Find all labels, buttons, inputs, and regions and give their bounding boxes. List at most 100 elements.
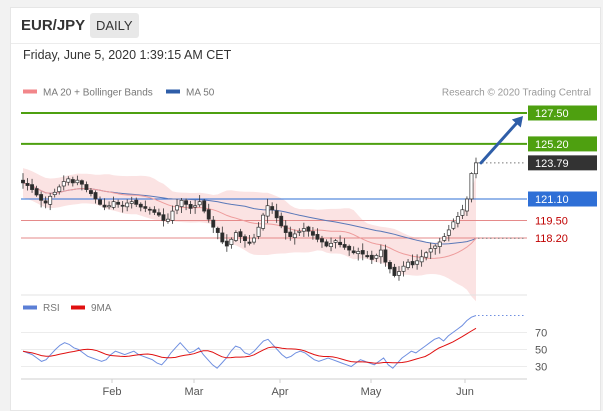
candle [360, 243, 365, 261]
candle [369, 250, 374, 264]
x-tick-label-Apr: Apr [271, 386, 288, 398]
candle [48, 193, 53, 211]
candle [288, 226, 293, 241]
candle [193, 199, 198, 214]
period-badge[interactable]: DAILY [90, 13, 139, 38]
candle [188, 200, 193, 214]
rsi-tick-30: 30 [535, 362, 547, 374]
candle [383, 244, 388, 267]
candle [442, 232, 447, 243]
rsi-9ma-line [22, 327, 477, 364]
level-price-tags: 127.50 125.20 123.79 121.10 119.50 118.20 [528, 105, 597, 245]
candle [292, 229, 297, 245]
ma50-legend-swatch [166, 89, 180, 94]
candle [75, 175, 80, 186]
candle [333, 239, 338, 249]
candle [297, 228, 302, 236]
x-tick-label-Mar: Mar [185, 386, 204, 398]
candle [415, 254, 420, 270]
candle [25, 178, 30, 191]
candle [98, 196, 102, 206]
candle [134, 197, 139, 207]
candle [197, 195, 202, 208]
candle [374, 253, 379, 263]
level-tag-125.20 [528, 136, 597, 152]
candle [324, 239, 329, 248]
ma50-legend-label: MA 50 [186, 88, 215, 99]
candle [233, 230, 238, 243]
candle [247, 235, 252, 246]
ma20-legend-swatch [23, 89, 37, 94]
rsi-9ma-legend-swatch [71, 305, 85, 310]
candle [70, 176, 75, 187]
candle [170, 205, 175, 224]
x-axis: Feb Mar Apr May Jun [21, 378, 527, 398]
candle [238, 228, 243, 243]
candle [279, 212, 284, 229]
candle [342, 238, 347, 250]
candle [138, 202, 143, 212]
ma20-legend-label: MA 20 + Bollinger Bands [43, 88, 153, 99]
level-label-119.50: 119.50 [535, 216, 568, 228]
target-arrow-shaft [479, 121, 518, 165]
candle [451, 218, 456, 231]
candle [215, 226, 220, 240]
candle [401, 261, 406, 277]
rsi-legend-label: RSI [43, 303, 60, 314]
rsi-legend-swatch [23, 305, 37, 310]
candle [474, 157, 478, 179]
candle [406, 259, 411, 270]
candle [410, 254, 415, 269]
currency-pair-title: EUR/JPY [21, 17, 86, 34]
candle [351, 246, 356, 255]
candle [88, 188, 93, 197]
candle [43, 196, 48, 209]
last-price-tag-text: 123.79 [535, 158, 569, 170]
candle [283, 220, 288, 240]
ma20-line [22, 182, 477, 259]
rsi-tick-50: 50 [535, 345, 547, 357]
candlestick-series [21, 157, 478, 281]
candle [161, 208, 166, 227]
candle [446, 224, 451, 242]
candle [315, 228, 320, 243]
candle [206, 203, 211, 223]
candle [61, 175, 66, 191]
level-tag-text-121.10: 121.10 [535, 194, 569, 206]
candle [274, 203, 279, 223]
candle [175, 199, 179, 215]
candle [338, 235, 343, 248]
candle [428, 242, 433, 259]
candle [84, 181, 89, 193]
candle [116, 199, 121, 208]
candle [301, 222, 306, 237]
candle [356, 247, 361, 261]
candle [397, 266, 401, 281]
candle [419, 249, 424, 267]
candle [107, 201, 112, 210]
candle [152, 206, 157, 216]
candle [39, 191, 44, 208]
candle [156, 208, 161, 218]
candle [93, 190, 98, 204]
last-price-tag [528, 155, 597, 171]
rsi-gridlines: 70 50 30 [21, 328, 547, 374]
candle [310, 226, 315, 240]
level-tag-text-127.50: 127.50 [535, 108, 569, 120]
level-tag-121.10 [528, 191, 597, 207]
candle [460, 204, 465, 220]
candle [21, 173, 25, 189]
candle [79, 179, 84, 191]
candle [125, 199, 130, 212]
credit-text: Research © 2020 Trading Central [442, 88, 591, 99]
candle [229, 237, 234, 249]
candle [102, 198, 107, 211]
timestamp: Friday, June 5, 2020 1:39:15 AM CET [23, 48, 232, 62]
candle [166, 213, 170, 224]
candle [387, 260, 392, 274]
x-tick-label-May: May [361, 386, 382, 398]
candle [392, 263, 397, 278]
candle [378, 244, 383, 264]
candle [57, 184, 62, 195]
